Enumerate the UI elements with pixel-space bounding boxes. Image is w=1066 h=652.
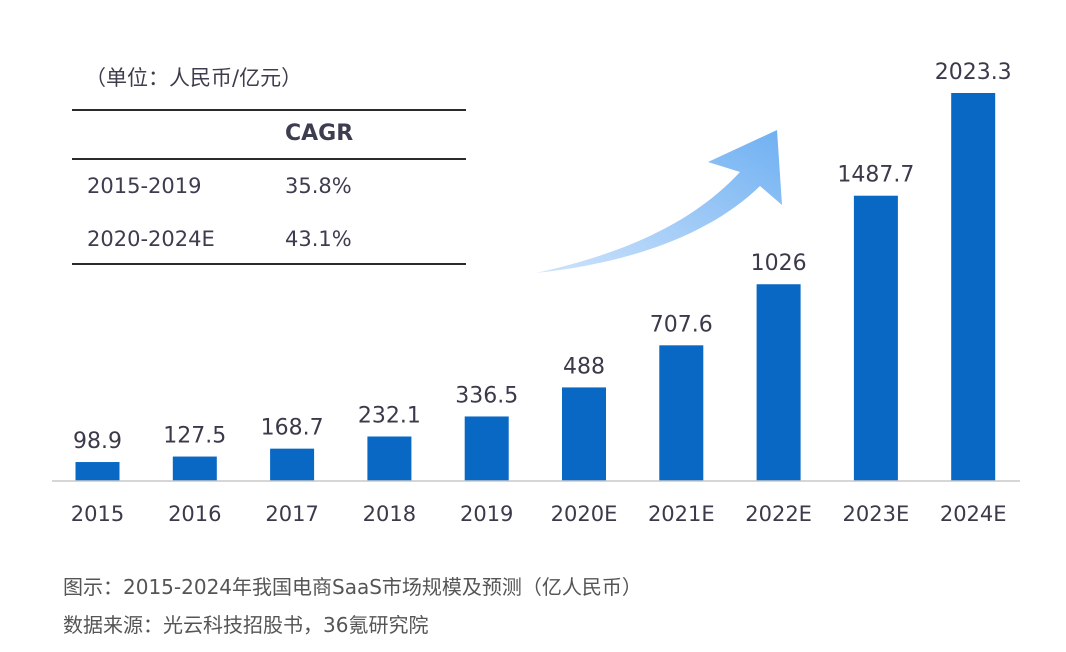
bar-2023E bbox=[853, 195, 898, 481]
bar-2024E bbox=[951, 93, 996, 481]
cagr-value: 35.8% bbox=[285, 174, 352, 198]
table-bottom-rule bbox=[72, 263, 466, 265]
bar-2015 bbox=[75, 462, 120, 481]
growth-arrow-icon bbox=[536, 130, 782, 273]
bar-2022E bbox=[756, 284, 801, 481]
value-label: 127.5 bbox=[163, 424, 226, 449]
x-tick-label: 2024E bbox=[940, 502, 1007, 526]
value-label: 2023.3 bbox=[935, 60, 1012, 85]
bar-2016 bbox=[172, 456, 217, 481]
x-tick-label: 2016 bbox=[168, 502, 221, 526]
x-tick-label: 2022E bbox=[745, 502, 812, 526]
unit-label: （单位：人民币/亿元） bbox=[85, 66, 303, 90]
value-label: 1487.7 bbox=[837, 163, 914, 188]
x-tick-label: 2021E bbox=[648, 502, 715, 526]
cagr-period: 2020-2024E bbox=[87, 227, 215, 251]
x-tick-label: 2017 bbox=[265, 502, 318, 526]
value-label: 707.6 bbox=[650, 312, 713, 337]
bar-2018 bbox=[367, 436, 412, 481]
x-tick-label: 2018 bbox=[363, 502, 416, 526]
bar-2019 bbox=[464, 416, 509, 481]
cagr-header: CAGR bbox=[285, 121, 354, 146]
value-label: 232.1 bbox=[358, 403, 421, 428]
cagr-period: 2015-2019 bbox=[87, 174, 202, 198]
figure-caption: 图示：2015-2024年我国电商SaaS市场规模及预测（亿人民币） bbox=[63, 575, 642, 599]
cagr-value: 43.1% bbox=[285, 227, 352, 251]
x-tick-label: 2020E bbox=[551, 502, 618, 526]
value-label: 168.7 bbox=[261, 416, 324, 441]
value-label: 1026 bbox=[751, 251, 807, 276]
x-tick-label: 2015 bbox=[71, 502, 124, 526]
table-header-rule bbox=[72, 158, 466, 160]
x-tick-label: 2023E bbox=[843, 502, 910, 526]
value-label: 98.9 bbox=[73, 429, 122, 454]
x-tick-label: 2019 bbox=[460, 502, 513, 526]
bar-2020E bbox=[562, 387, 606, 481]
bar-2017 bbox=[270, 448, 315, 481]
value-label: 336.5 bbox=[455, 383, 518, 408]
table-top-rule bbox=[72, 109, 466, 111]
value-label: 488 bbox=[563, 354, 605, 379]
bar-2021E bbox=[659, 345, 704, 481]
source-caption: 数据来源：光云科技招股书，36氪研究院 bbox=[63, 613, 429, 637]
